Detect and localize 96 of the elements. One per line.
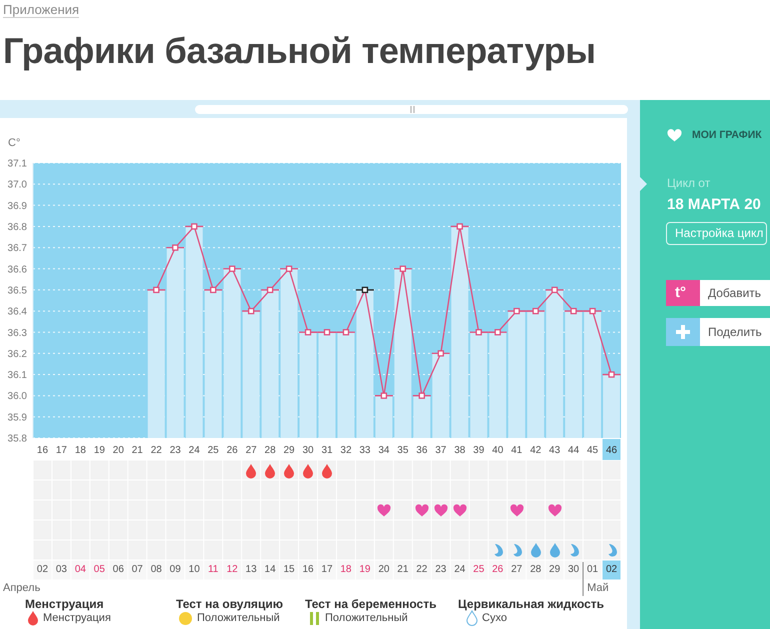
text: 18 МАРТА 20	[667, 196, 761, 214]
x-tick-label: 37	[435, 445, 447, 456]
text: 07	[128, 563, 147, 577]
text: 29	[545, 563, 564, 577]
text: 08	[146, 563, 166, 577]
y-tick-label: 36.1	[8, 370, 28, 382]
text: 27	[507, 563, 526, 577]
text: 23	[431, 563, 450, 577]
x-tick-label: 31	[321, 445, 333, 456]
text: 18	[336, 563, 356, 577]
text: Положительный	[325, 612, 408, 625]
x-tick-label: 36	[416, 445, 428, 456]
x-tick-label: 39	[473, 445, 485, 456]
text: 05	[90, 563, 109, 577]
x-tick-label: 16	[36, 445, 48, 456]
text: 21	[393, 563, 412, 577]
text: 09	[166, 563, 185, 577]
x-tick-label: 17	[56, 445, 68, 456]
text: 04	[70, 563, 90, 577]
y-tick-label: 36.9	[8, 200, 28, 212]
y-tick-label: 36.2	[8, 348, 28, 360]
x-tick-label: 20	[112, 445, 124, 456]
x-tick-label: 25	[208, 445, 220, 456]
x-tick-label: 34	[378, 445, 390, 456]
x-tick-label: 18	[74, 445, 86, 456]
y-tick-label: 36.6	[8, 264, 28, 276]
text: 02	[33, 563, 52, 577]
text: 16	[298, 563, 318, 577]
x-tick-label: 41	[511, 445, 523, 456]
text: 01	[583, 563, 602, 577]
text: 26	[488, 563, 508, 577]
y-tick-label: 36.4	[8, 306, 28, 318]
x-tick-label: 29	[284, 445, 296, 456]
x-tick-label: 28	[264, 445, 276, 456]
x-tick-label: 24	[188, 445, 200, 456]
y-tick-label: 37.0	[8, 180, 28, 191]
y-tick-label: 36.7	[8, 243, 28, 254]
text: Менструация	[25, 597, 104, 611]
text: 03	[52, 563, 71, 577]
text: МОИ ГРАФИК	[692, 129, 762, 142]
y-tick-label: 35.8	[8, 434, 28, 445]
text: 11	[204, 563, 223, 577]
text: Тест на овуляцию	[176, 597, 283, 611]
text: 12	[222, 563, 242, 577]
text: Сухо	[482, 612, 507, 625]
y-axis-title: C°	[8, 137, 20, 150]
text: 30	[564, 563, 584, 577]
y-tick-label: 35.9	[8, 412, 28, 424]
text: 24	[450, 563, 470, 577]
x-tick-label: 30	[302, 445, 314, 456]
text: Апрель	[3, 581, 40, 595]
x-tick-label: 33	[359, 445, 371, 456]
text: 17	[318, 563, 336, 577]
text: 28	[526, 563, 546, 577]
add-button: t° Добавить	[666, 280, 770, 306]
button-tile: t°	[666, 280, 700, 306]
text: 22	[412, 563, 432, 577]
text: Май	[587, 581, 609, 595]
text: 10	[184, 563, 204, 577]
x-tick-label: 40	[492, 445, 504, 456]
text: Тест на беременность	[305, 597, 436, 611]
y-tick-label: 36.8	[8, 222, 28, 234]
settings-button: Настройка цикл	[666, 222, 767, 245]
text: 14	[260, 563, 280, 577]
text: 02	[602, 563, 621, 577]
x-tick-label: 46	[606, 445, 618, 456]
text: Положительный	[197, 612, 280, 625]
x-tick-label: 27	[246, 445, 258, 456]
x-tick-label: 45	[586, 445, 599, 456]
x-tick-label: 32	[340, 445, 352, 456]
x-tick-label: 19	[94, 445, 106, 456]
text: 15	[280, 563, 299, 577]
x-tick-label: 26	[226, 445, 238, 456]
x-tick-label: 42	[530, 445, 542, 456]
x-tick-label: 22	[150, 445, 162, 456]
x-tick-label: 44	[568, 445, 580, 456]
text: Менструация	[43, 612, 111, 625]
chart-title: Графики базальной температуры	[3, 30, 596, 72]
x-tick-label: 21	[132, 445, 144, 456]
text: Цикл от	[667, 176, 710, 190]
text: 06	[108, 563, 128, 577]
text: 25	[469, 563, 488, 577]
text: Приложения	[3, 2, 80, 18]
y-tick-label: 36.0	[8, 391, 28, 402]
text: 13	[242, 563, 261, 577]
text: 20	[374, 563, 394, 577]
x-tick-label: 23	[170, 445, 182, 456]
text: 19	[355, 563, 374, 577]
y-tick-label: 36.5	[8, 285, 28, 296]
y-tick-label: 37.1	[8, 158, 28, 170]
x-tick-label: 35	[397, 445, 409, 456]
text: Цервикальная жидкость	[458, 597, 604, 611]
x-tick-label: 43	[549, 445, 561, 456]
x-tick-label: 38	[454, 445, 466, 456]
share-button: Поделить	[666, 318, 770, 346]
y-tick-label: 36.3	[8, 328, 28, 339]
